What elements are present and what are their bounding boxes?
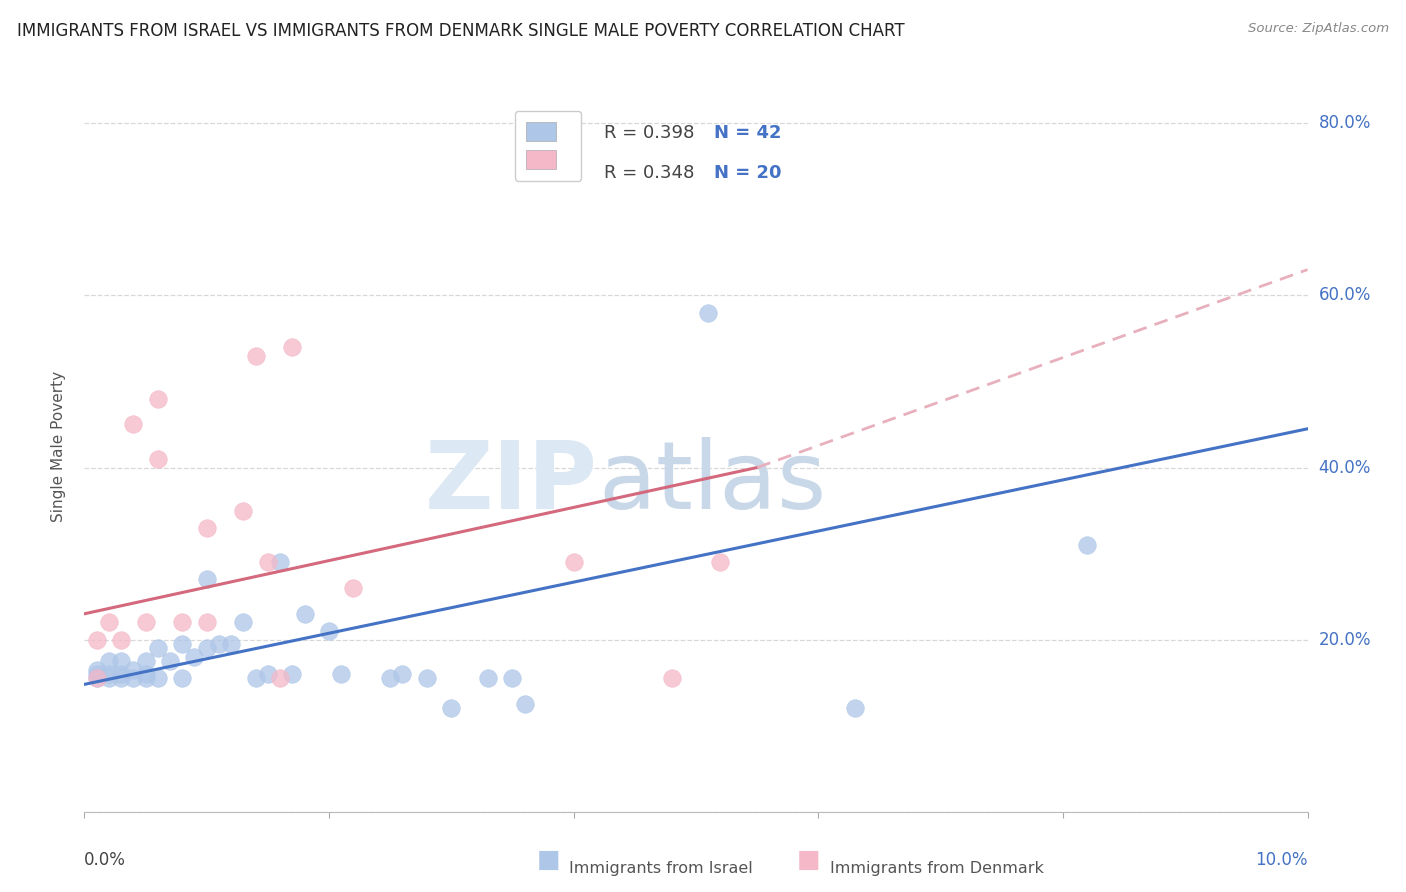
Text: Immigrants from Denmark: Immigrants from Denmark [830,861,1043,876]
Point [269,555,291,569]
Point [330,667,353,681]
Point [159,654,181,668]
Point [380,671,402,685]
Point [416,671,439,685]
Point [86,671,108,685]
Text: 40.0%: 40.0% [1319,458,1371,476]
Point [318,624,340,638]
Text: IMMIGRANTS FROM ISRAEL VS IMMIGRANTS FROM DENMARK SINGLE MALE POVERTY CORRELATIO: IMMIGRANTS FROM ISRAEL VS IMMIGRANTS FRO… [17,22,904,40]
Point [86,663,108,677]
Point [562,555,585,569]
Point [257,667,280,681]
Point [294,607,316,621]
Point [245,671,267,685]
Text: N = 42: N = 42 [714,124,782,142]
Point [135,615,157,630]
Text: Source: ZipAtlas.com: Source: ZipAtlas.com [1249,22,1389,36]
Point [135,654,157,668]
Point [97,671,120,685]
Point [195,521,218,535]
Point [146,451,169,466]
Point [135,671,157,685]
Point [281,667,304,681]
Point [195,615,218,630]
Point [97,615,120,630]
Point [1076,538,1098,552]
Point [122,417,145,432]
Point [219,637,242,651]
Point [245,349,267,363]
Text: 60.0%: 60.0% [1319,286,1371,304]
Text: atlas: atlas [598,436,827,529]
Point [97,654,120,668]
Point [269,671,291,685]
Text: N = 20: N = 20 [714,164,782,182]
Text: 80.0%: 80.0% [1319,114,1371,132]
Point [146,392,169,406]
Point [172,671,194,685]
Point [477,671,499,685]
Point [257,555,280,569]
Point [146,641,169,656]
Point [697,305,720,319]
Text: ZIP: ZIP [425,436,598,529]
Point [110,671,132,685]
Text: 20.0%: 20.0% [1319,631,1371,648]
Point [86,632,108,647]
Point [110,667,132,681]
Text: ■: ■ [537,848,560,872]
Point [844,701,866,715]
Point [502,671,524,685]
Point [440,701,463,715]
Point [86,667,108,681]
Text: Immigrants from Israel: Immigrants from Israel [569,861,754,876]
Y-axis label: Single Male Poverty: Single Male Poverty [51,370,66,522]
Point [232,615,254,630]
Point [172,637,194,651]
Point [183,649,205,664]
Text: ■: ■ [797,848,820,872]
Point [391,667,413,681]
Point [513,697,536,711]
Point [110,654,132,668]
Text: R = 0.398: R = 0.398 [605,124,695,142]
Point [661,671,683,685]
Legend: , : , [515,111,581,181]
Text: 0.0%: 0.0% [84,851,127,869]
Point [122,663,145,677]
Point [122,671,145,685]
Text: R = 0.348: R = 0.348 [605,164,695,182]
Point [342,581,364,595]
Point [110,632,132,647]
Point [86,671,108,685]
Point [709,555,731,569]
Point [146,671,169,685]
Point [281,340,304,354]
Point [208,637,231,651]
Text: 10.0%: 10.0% [1256,851,1308,869]
Point [97,667,120,681]
Point [135,667,157,681]
Point [195,573,218,587]
Point [195,641,218,656]
Point [232,503,254,517]
Point [172,615,194,630]
